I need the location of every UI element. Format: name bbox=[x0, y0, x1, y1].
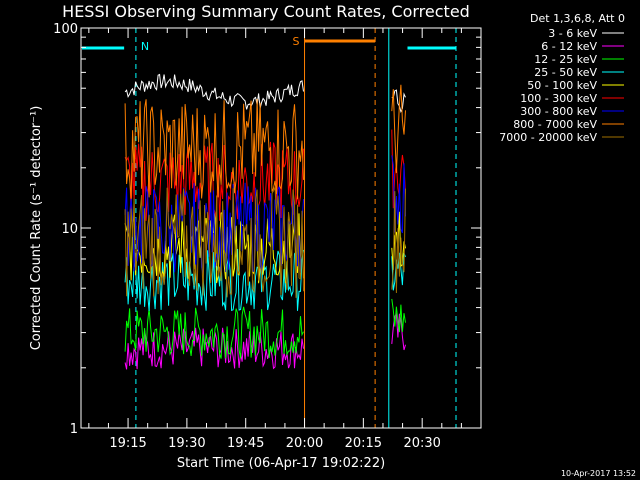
x-tick-label: 20:00 bbox=[286, 436, 323, 451]
legend-label: 300 - 800 keV bbox=[520, 105, 597, 118]
series-line bbox=[124, 187, 406, 298]
legend-label: 7000 - 20000 keV bbox=[499, 131, 597, 144]
chart-title: HESSI Observing Summary Count Rates, Cor… bbox=[62, 2, 470, 21]
y-axis-label: Corrected Count Rate (s⁻¹ detector⁻¹) bbox=[29, 106, 44, 351]
legend-label: 50 - 100 keV bbox=[527, 79, 597, 92]
legend-label: 3 - 6 keV bbox=[548, 27, 597, 40]
series-line bbox=[124, 73, 406, 114]
legend-label: 800 - 7000 keV bbox=[513, 118, 597, 131]
y-tick-label: 100 bbox=[53, 22, 78, 37]
x-tick-label: 19:15 bbox=[109, 436, 146, 451]
series-line bbox=[124, 155, 406, 274]
series-line bbox=[124, 84, 406, 200]
y-tick-label: 10 bbox=[61, 222, 78, 237]
legend-label: 12 - 25 keV bbox=[534, 53, 597, 66]
x-tick-label: 20:15 bbox=[345, 436, 382, 451]
saa-label: S bbox=[293, 35, 300, 48]
x-axis-label: Start Time (06-Apr-17 19:02:22) bbox=[177, 456, 385, 471]
x-tick-label: 19:45 bbox=[227, 436, 264, 451]
series-line bbox=[124, 298, 406, 359]
x-tick-label: 19:30 bbox=[168, 436, 205, 451]
night-label: N bbox=[141, 40, 149, 53]
legend-label: 100 - 300 keV bbox=[520, 92, 597, 105]
timestamp: 10-Apr-2017 13:52 bbox=[561, 469, 636, 478]
legend-label: 25 - 50 keV bbox=[534, 66, 597, 79]
legend-title: Det 1,3,6,8, Att 0 bbox=[530, 12, 625, 25]
legend-label: 6 - 12 keV bbox=[541, 40, 597, 53]
x-tick-label: 20:30 bbox=[403, 436, 440, 451]
y-tick-label: 1 bbox=[70, 422, 78, 437]
